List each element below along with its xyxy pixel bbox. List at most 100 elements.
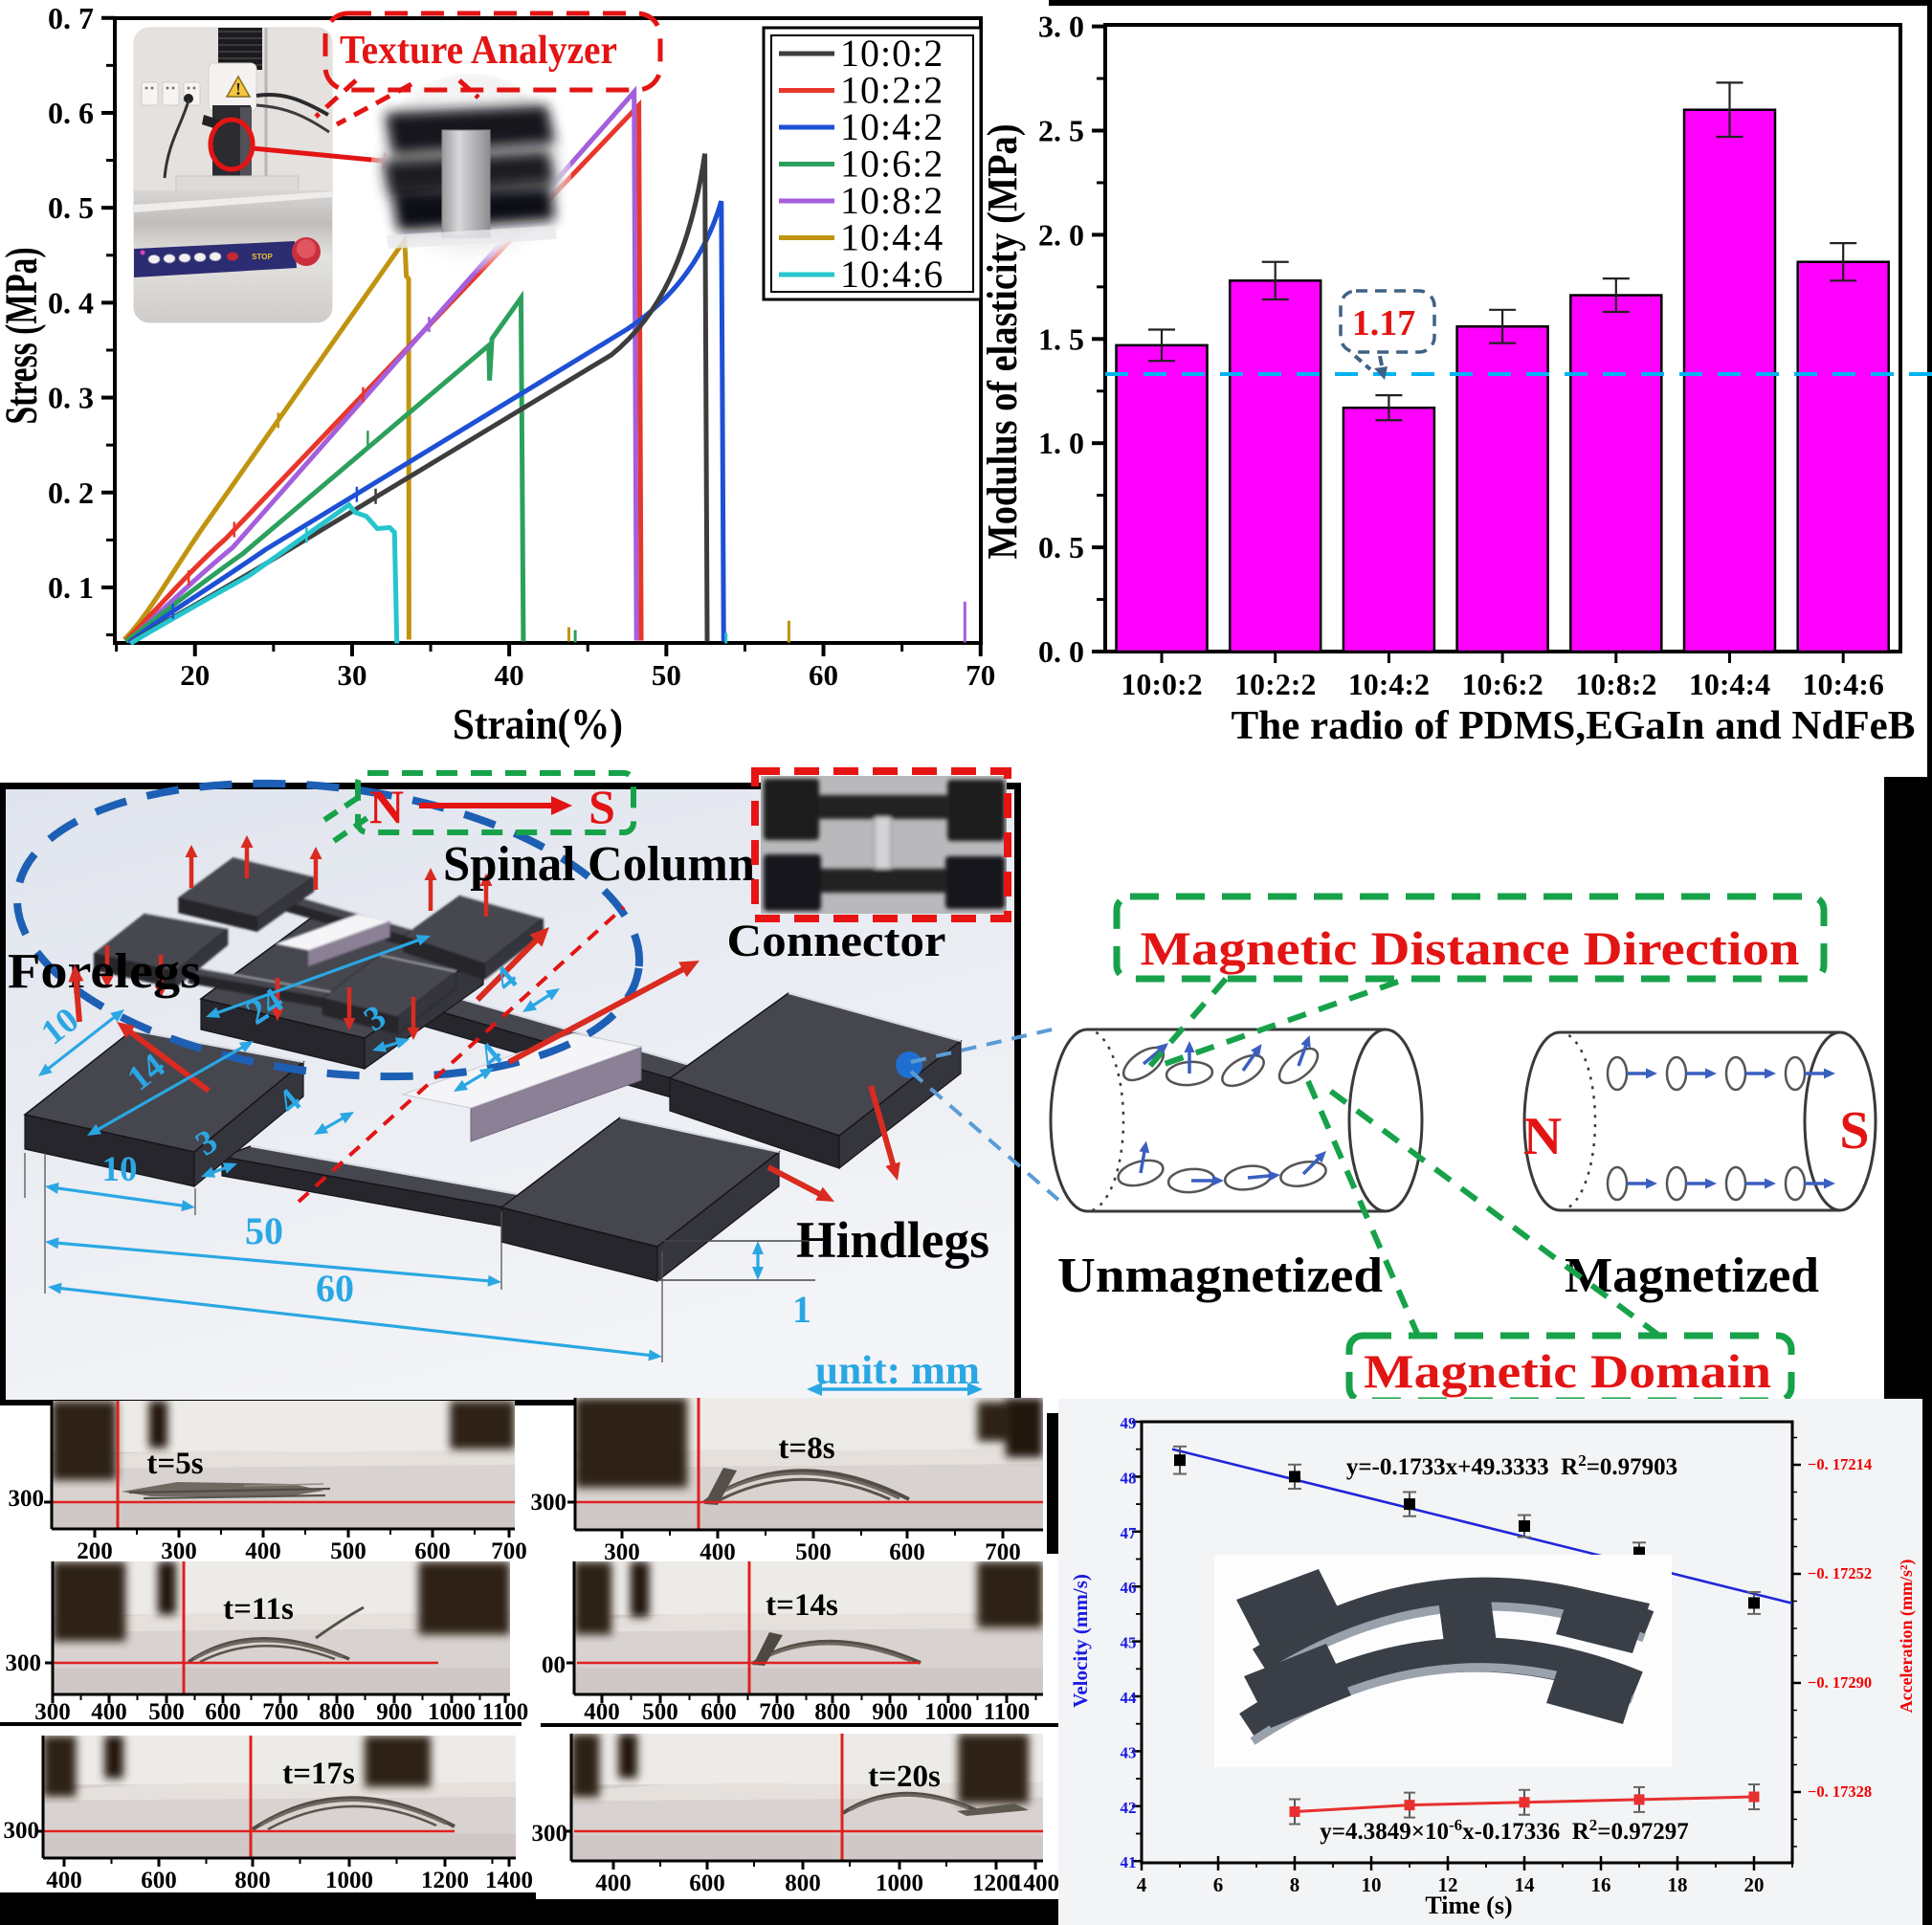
- svg-text:600: 600: [205, 1699, 241, 1725]
- svg-text:unit: mm: unit: mm: [815, 1349, 980, 1393]
- svg-text:500: 500: [330, 1538, 366, 1564]
- svg-text:400: 400: [46, 1868, 82, 1893]
- svg-text:1100: 1100: [984, 1699, 1031, 1725]
- svg-text:10:4:4: 10:4:4: [1689, 667, 1770, 701]
- svg-text:3. 0: 3. 0: [1038, 10, 1084, 44]
- svg-text:Spinal Column: Spinal Column: [443, 837, 755, 892]
- svg-text:1.17: 1.17: [1352, 303, 1416, 343]
- svg-text:1400: 1400: [485, 1868, 533, 1893]
- svg-text:700: 700: [759, 1699, 795, 1725]
- svg-text:−0. 17214: −0. 17214: [1808, 1455, 1872, 1473]
- svg-text:1200: 1200: [972, 1870, 1020, 1896]
- svg-text:44: 44: [1121, 1689, 1138, 1707]
- svg-text:Modulus of elasticity (MPa): Modulus of elasticity (MPa): [979, 124, 1026, 560]
- svg-text:1100: 1100: [482, 1699, 529, 1725]
- svg-text:10:2:2: 10:2:2: [840, 69, 944, 112]
- svg-text:0. 0: 0. 0: [1038, 634, 1084, 669]
- svg-text:0. 5: 0. 5: [1038, 530, 1084, 564]
- svg-text:10:0:2: 10:0:2: [1121, 667, 1202, 701]
- svg-text:Strain(%): Strain(%): [453, 699, 623, 748]
- svg-text:t=5s: t=5s: [146, 1447, 203, 1481]
- svg-text:Unmagnetized: Unmagnetized: [1057, 1249, 1383, 1303]
- svg-text:t=17s: t=17s: [282, 1757, 355, 1791]
- svg-text:50: 50: [652, 658, 681, 692]
- svg-text:10:4:4: 10:4:4: [840, 216, 944, 259]
- svg-text:20: 20: [1744, 1873, 1765, 1896]
- svg-text:10: 10: [1362, 1873, 1382, 1896]
- svg-text:200: 200: [77, 1538, 113, 1564]
- svg-text:1. 5: 1. 5: [1038, 321, 1084, 356]
- svg-text:300: 300: [532, 1821, 568, 1847]
- svg-text:1. 0: 1. 0: [1038, 426, 1084, 460]
- svg-text:1000: 1000: [428, 1699, 476, 1725]
- svg-text:0. 1: 0. 1: [48, 570, 94, 605]
- svg-text:Stress (MPa): Stress (MPa): [0, 248, 47, 425]
- svg-text:30: 30: [337, 658, 366, 692]
- svg-text:41: 41: [1121, 1853, 1137, 1871]
- svg-text:10:4:2: 10:4:2: [840, 105, 944, 148]
- svg-text:48: 48: [1121, 1469, 1137, 1487]
- svg-text:Velocity (mm/s): Velocity (mm/s): [1069, 1574, 1092, 1708]
- svg-text:50: 50: [245, 1209, 283, 1252]
- svg-text:10:6:2: 10:6:2: [1461, 667, 1543, 701]
- svg-text:40: 40: [495, 658, 524, 692]
- svg-text:46: 46: [1121, 1579, 1137, 1597]
- svg-text:y=4.3849×10-6x-0.17336 R2=0.9: y=4.3849×10-6x-0.17336 R2=0.97297: [1320, 1816, 1689, 1846]
- svg-text:t=14s: t=14s: [766, 1588, 838, 1623]
- svg-text:t=8s: t=8s: [778, 1431, 834, 1466]
- svg-text:10:4:6: 10:4:6: [840, 253, 944, 296]
- svg-text:10:0:2: 10:0:2: [840, 32, 944, 75]
- svg-text:300: 300: [34, 1699, 71, 1725]
- svg-text:300: 300: [604, 1539, 640, 1565]
- svg-text:43: 43: [1121, 1743, 1137, 1761]
- svg-text:1200: 1200: [421, 1868, 469, 1893]
- svg-text:300: 300: [6, 1650, 42, 1676]
- svg-text:2. 0: 2. 0: [1038, 217, 1084, 252]
- svg-text:0. 5: 0. 5: [48, 190, 94, 225]
- svg-text:00: 00: [542, 1652, 566, 1678]
- svg-text:600: 600: [414, 1538, 451, 1564]
- svg-text:N: N: [1523, 1107, 1562, 1166]
- svg-text:10: 10: [102, 1150, 138, 1189]
- svg-text:8: 8: [1290, 1873, 1300, 1896]
- svg-text:300: 300: [161, 1538, 197, 1564]
- svg-text:600: 600: [689, 1870, 725, 1896]
- svg-text:0. 2: 0. 2: [48, 476, 94, 510]
- svg-text:800: 800: [814, 1699, 851, 1725]
- svg-text:300: 300: [9, 1486, 45, 1512]
- svg-text:47: 47: [1121, 1524, 1138, 1542]
- svg-text:Acceleration (mm/s²): Acceleration (mm/s²): [1897, 1560, 1917, 1714]
- svg-text:500: 500: [148, 1699, 185, 1725]
- svg-text:Forelegs: Forelegs: [8, 944, 201, 999]
- svg-text:−0. 17290: −0. 17290: [1808, 1673, 1872, 1692]
- svg-text:60: 60: [316, 1267, 354, 1310]
- svg-text:16: 16: [1591, 1873, 1611, 1896]
- svg-text:900: 900: [376, 1699, 412, 1725]
- svg-text:0. 3: 0. 3: [48, 381, 94, 415]
- svg-text:600: 600: [141, 1868, 177, 1893]
- svg-text:600: 600: [700, 1699, 737, 1725]
- svg-text:400: 400: [245, 1538, 281, 1564]
- svg-text:500: 500: [795, 1539, 832, 1565]
- svg-text:300: 300: [4, 1818, 40, 1844]
- svg-text:1000: 1000: [924, 1699, 972, 1725]
- svg-text:2. 5: 2. 5: [1038, 114, 1084, 148]
- svg-text:1400: 1400: [1011, 1870, 1059, 1896]
- svg-text:800: 800: [785, 1870, 821, 1896]
- svg-text:The radio of PDMS,EGaIn and Nd: The radio of PDMS,EGaIn and NdFeB: [1232, 704, 1916, 748]
- svg-text:Time (s): Time (s): [1425, 1892, 1512, 1919]
- svg-text:300: 300: [531, 1490, 567, 1516]
- svg-text:10:6:2: 10:6:2: [840, 143, 944, 186]
- svg-text:−0. 17328: −0. 17328: [1808, 1782, 1872, 1801]
- svg-text:!: !: [235, 79, 241, 99]
- svg-text:Connector: Connector: [727, 916, 946, 966]
- svg-text:10:8:2: 10:8:2: [1575, 667, 1656, 701]
- svg-text:1: 1: [792, 1288, 811, 1331]
- svg-text:800: 800: [319, 1699, 355, 1725]
- svg-text:600: 600: [889, 1539, 925, 1565]
- svg-text:10:2:2: 10:2:2: [1234, 667, 1316, 701]
- svg-text:700: 700: [985, 1539, 1021, 1565]
- svg-text:900: 900: [872, 1699, 908, 1725]
- svg-text:18: 18: [1668, 1873, 1688, 1896]
- svg-text:Texture Analyzer: Texture Analyzer: [340, 29, 617, 73]
